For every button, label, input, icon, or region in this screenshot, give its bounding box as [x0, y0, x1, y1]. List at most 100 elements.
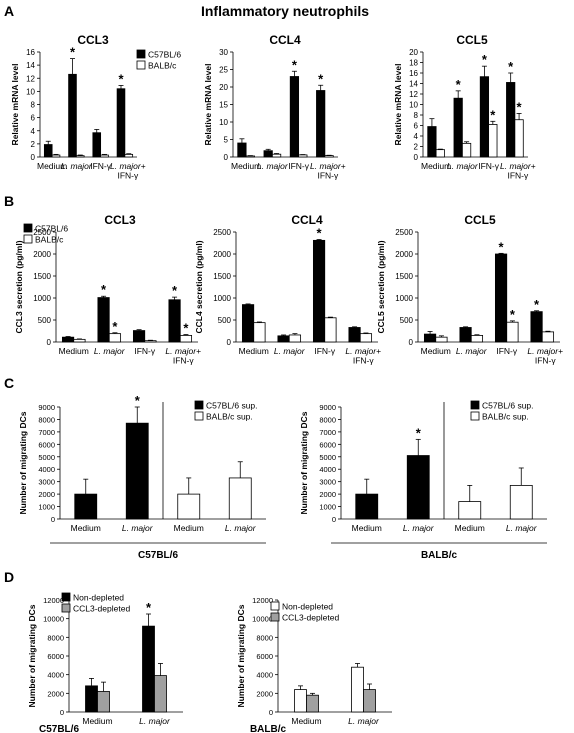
category-label: IFN-γ	[134, 346, 156, 356]
y-tick-label: 2000	[33, 250, 51, 259]
y-tick-label: 12	[409, 90, 418, 99]
y-tick-label: 9000	[38, 403, 55, 412]
y-tick-label: 2500	[395, 228, 413, 237]
y-tick-label: 0	[414, 153, 419, 162]
y-tick-label: 4	[31, 127, 36, 136]
y-tick-label: 3000	[319, 478, 336, 487]
significance-star: *	[112, 319, 118, 334]
y-tick-label: 2	[414, 143, 419, 152]
y-tick-label: 12000	[43, 596, 64, 605]
y-tick-label: 5	[224, 136, 229, 145]
category-label: L. major	[447, 161, 479, 171]
category-label: L. major+ IFN-γ	[165, 346, 201, 366]
bar-medium-2	[458, 501, 482, 520]
panel-letter-d: D	[4, 569, 14, 585]
category-label: Medium	[174, 523, 204, 533]
y-tick-label: 30	[219, 48, 228, 57]
category-label: Medium	[239, 346, 269, 356]
legend-swatch-balb-c	[136, 60, 146, 70]
category-label: L. major	[94, 346, 126, 356]
category-label: IFN-γ	[314, 346, 336, 356]
legend-swatch-balb-c-sup	[194, 411, 204, 421]
y-tick-label: 6000	[319, 440, 336, 449]
y-tick-label: 10	[26, 87, 35, 96]
bar-non-depleted-l-major	[142, 625, 155, 713]
chart-a2: CCL4 0 5 10 15 20 25 30 Relative mRNA level Mediu…	[203, 33, 346, 181]
bar-balb-c-ifn	[144, 340, 157, 343]
y-tick-label: 6	[414, 122, 419, 131]
y-tick-label: 25	[219, 66, 228, 75]
y-tick-label: 2500	[33, 228, 51, 237]
significance-star: *	[292, 57, 298, 72]
y-tick-label: 0	[60, 708, 64, 717]
category-label: Medium	[59, 346, 89, 356]
legend-swatch-balb-c-sup	[470, 411, 480, 421]
y-tick-label: 6000	[256, 652, 273, 661]
bar-c57bl-6-ifn	[92, 132, 102, 158]
category-label: L. major	[257, 161, 289, 171]
bar-medium-0	[74, 493, 98, 520]
bar-balb-c-l-major	[75, 155, 85, 158]
significance-star: *	[146, 600, 152, 615]
category-label: Medium	[421, 161, 451, 171]
y-tick-label: 4000	[38, 465, 55, 474]
bar-balb-c-l-major-ifn	[541, 331, 555, 343]
y-axis-label: Number of migrating DCs	[18, 411, 28, 514]
category-label: L. major+ IFN-γ	[500, 161, 536, 181]
y-tick-label: 8	[31, 101, 36, 110]
bar-c57bl-6-l-major	[453, 97, 463, 158]
chart-b1: CCL3 0 500 1000 1500 2000 2500 CCL3 secretion (…	[14, 213, 201, 366]
y-tick-label: 0	[51, 515, 55, 524]
y-tick-label: 8000	[319, 415, 336, 424]
chart-b2: CCL4 0 500 1000 1500 2000 2500 CCL4 secretion (…	[194, 213, 381, 366]
significance-star: *	[172, 283, 178, 298]
y-tick-label: 2000	[256, 689, 273, 698]
panel-letter-a: A	[4, 3, 14, 19]
bar-c57bl-6-l-major-ifn	[168, 299, 181, 343]
bar-balb-c-l-major-ifn	[124, 153, 134, 158]
chart-title: CCL5	[464, 213, 496, 227]
y-tick-label: 0	[47, 338, 52, 347]
legend-label-c57bl-6-sup: C57BL/6 sup.	[206, 401, 258, 411]
legend-swatch-non-depleted	[61, 592, 71, 602]
chart-title: CCL3	[104, 213, 136, 227]
y-tick-label: 6	[31, 114, 36, 123]
bar-c57bl-6-l-major-ifn	[530, 311, 543, 343]
y-axis-label: CCL5 secretion (pg/ml)	[376, 240, 386, 333]
y-tick-label: 10	[219, 118, 228, 127]
y-tick-label: 14	[409, 80, 418, 89]
bar-balb-c-medium	[245, 155, 255, 158]
y-tick-label: 2000	[319, 490, 336, 499]
legend-label-c57bl-6-sup: C57BL/6 sup.	[482, 401, 534, 411]
y-tick-label: 4000	[319, 465, 336, 474]
chart-title: CCL3	[77, 33, 109, 47]
y-tick-label: 0	[224, 153, 229, 162]
significance-star: *	[318, 71, 324, 86]
y-tick-label: 1500	[213, 272, 231, 281]
bar-c57bl-6-l-major-ifn	[348, 327, 361, 343]
y-tick-label: 8	[414, 111, 419, 120]
category-label: Medium	[421, 346, 451, 356]
chart-title: CCL4	[269, 33, 301, 47]
legend-swatch-ccl3-depleted	[61, 603, 71, 613]
bar-balb-c-l-major	[271, 153, 282, 158]
y-tick-label: 1000	[213, 294, 231, 303]
y-tick-label: 10000	[252, 615, 273, 624]
chart-c2: 0 1000 2000 3000 4000 5000 6000 7000 8000 9000 Num…	[299, 401, 547, 561]
y-tick-label: 12	[26, 74, 35, 83]
significance-star: *	[508, 59, 514, 74]
y-tick-label: 3000	[38, 478, 55, 487]
y-tick-label: 10000	[43, 615, 64, 624]
y-tick-label: 1500	[395, 272, 413, 281]
category-label: Medium	[231, 161, 261, 171]
category-label: IFN-γ	[496, 346, 518, 356]
bar-balb-c-l-major	[288, 334, 302, 343]
y-tick-label: 6000	[38, 440, 55, 449]
y-tick-label: 0	[269, 708, 273, 717]
bar-c57bl-6-medium	[61, 336, 75, 343]
bar-c57bl-6-l-major-ifn	[116, 88, 126, 158]
bar-c57bl-6-ifn	[494, 253, 508, 343]
bar-balb-c-medium	[51, 154, 61, 158]
category-label: L. major	[225, 523, 257, 533]
legend-label-c57bl-6: C57BL/6	[148, 50, 181, 60]
